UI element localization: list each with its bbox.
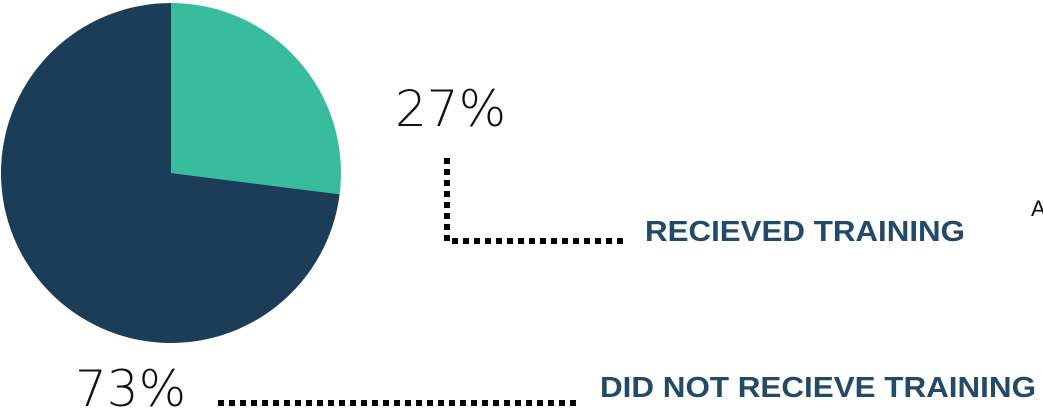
- leader-line: [444, 158, 625, 244]
- value-label: 27%: [395, 80, 506, 138]
- pie-slice: [171, 3, 341, 195]
- pie: [1, 3, 341, 343]
- category-label: DID NOT RECIEVE TRAINING: [600, 372, 1036, 404]
- annotation: A: [1031, 196, 1043, 221]
- category-label: RECIEVED TRAINING: [645, 216, 965, 248]
- pie-slice: [1, 3, 340, 343]
- value-label: 73%: [75, 360, 186, 412]
